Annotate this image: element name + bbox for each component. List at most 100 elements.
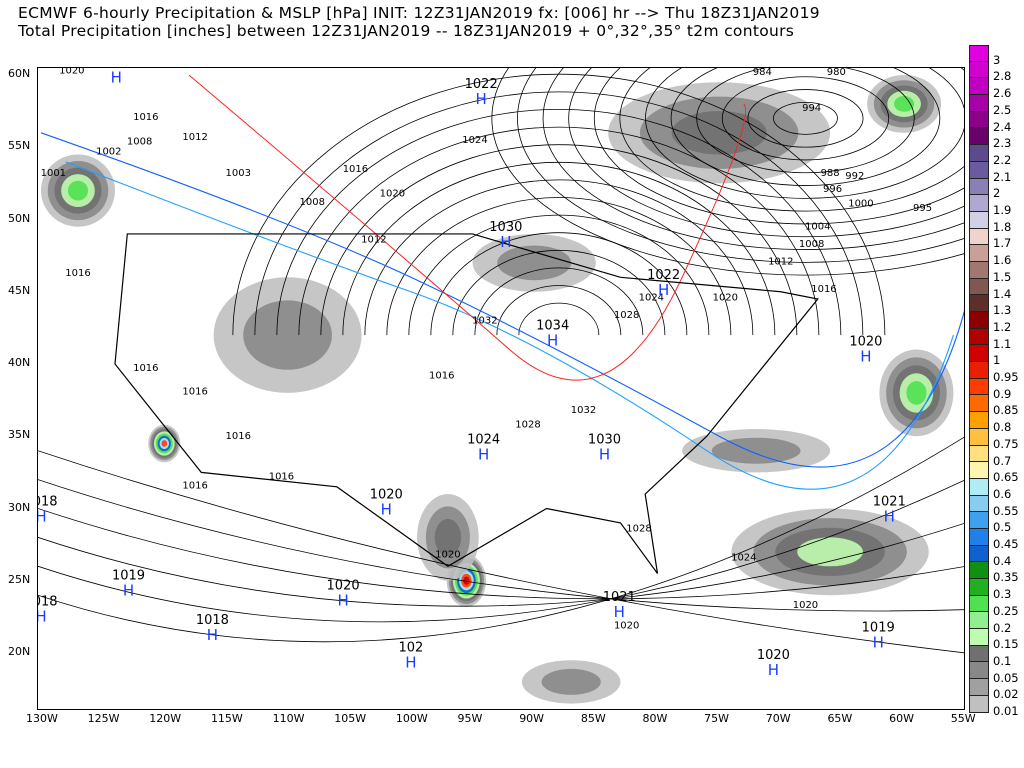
lon-tick-label: 105W (334, 712, 367, 725)
lat-tick-label: 60N (8, 67, 31, 80)
isobar-label: 1024 (462, 135, 487, 146)
colorbar-swatch (969, 195, 989, 212)
high-pressure-marker: H (38, 508, 47, 526)
high-pressure-value: 1023 (100, 68, 133, 70)
isobar-line (670, 68, 941, 186)
isobar-label: 1020 (435, 550, 460, 561)
colorbar-swatch (969, 495, 989, 513)
high-pressure-marker: H (381, 501, 392, 519)
isobar-label: 1008 (300, 197, 325, 208)
colorbar-label: 1.9 (993, 203, 1012, 217)
colorbar-swatch (969, 362, 989, 379)
colorbar-swatch (969, 161, 989, 179)
lon-tick-label: 125W (87, 712, 120, 725)
colorbar-swatch (969, 95, 989, 112)
high-pressure-value: 1019 (112, 568, 145, 583)
colorbar-swatch (969, 295, 989, 312)
map-title-line2: Total Precipitation [inches] between 12Z… (18, 22, 795, 40)
lon-tick-label: 55W (950, 712, 976, 725)
isobar-label: 1012 (182, 132, 207, 143)
precip-area (497, 245, 572, 281)
colorbar-label: 0.75 (993, 436, 1019, 451)
isobar-line (645, 68, 964, 199)
colorbar-swatch (969, 462, 989, 479)
isobar-line (364, 179, 754, 336)
high-pressure-marker: H (547, 331, 558, 349)
lon-tick-label: 100W (395, 712, 428, 725)
colorbar-label: 0.02 (993, 687, 1019, 702)
isobar-label: 1020 (614, 620, 639, 631)
isobar-label: 1016 (65, 268, 90, 279)
colorbar-label: 0.35 (993, 570, 1019, 585)
colorbar-swatch (969, 412, 989, 429)
isobar-line (320, 144, 798, 336)
colorbar-swatch (969, 645, 989, 663)
isobar-label: 1024 (639, 292, 664, 303)
isobar-line (593, 68, 964, 225)
high-pressure-marker: H (123, 581, 134, 599)
precip-area (67, 180, 89, 201)
colorbar-label: 2 (993, 186, 1001, 201)
colorbar-label: 0.7 (993, 453, 1012, 468)
colorbar-swatch (969, 579, 989, 596)
isobar-line (38, 523, 964, 607)
precip-area (541, 668, 601, 695)
colorbar-swatch (969, 662, 989, 680)
lat-tick-label: 35N (8, 428, 31, 442)
colorbar-swatch (969, 562, 989, 579)
high-pressure-marker: H (658, 281, 669, 299)
colorbar-label: 1.3 (993, 303, 1012, 318)
high-pressure-value: 1020 (849, 334, 882, 349)
colorbar-label: 0.6 (993, 486, 1012, 501)
isobar-line (747, 89, 864, 148)
lon-tick-label: 80W (642, 712, 668, 725)
isobar-line (38, 450, 964, 654)
colorbar-swatch (969, 595, 989, 613)
us-border (114, 233, 819, 574)
isobar-line (491, 68, 964, 276)
colorbar-label: 0.01 (993, 704, 1019, 718)
colorbar-label: 1.2 (993, 319, 1012, 334)
lon-tick-label: 90W (519, 712, 545, 725)
colorbar-label: 1.7 (993, 236, 1012, 251)
isobar-line (452, 249, 666, 336)
high-pressure-marker: H (873, 633, 884, 651)
colorbar-swatch (969, 61, 989, 79)
colorbar-swatch (969, 328, 989, 346)
isobar-line (38, 508, 964, 600)
colorbar-swatch (969, 395, 989, 413)
isobar-line (254, 91, 864, 336)
colorbar-swatch (969, 478, 989, 496)
high-pressure-value: 1022 (647, 268, 680, 283)
high-pressure-marker: H (860, 347, 871, 365)
colorbar-label: 2.8 (993, 69, 1012, 84)
lat-tick-label: 45N (8, 283, 31, 297)
colorbar-swatch (969, 145, 989, 162)
colorbar-label: 1.6 (993, 253, 1012, 268)
isobar-label: 1032 (472, 316, 497, 327)
high-pressure-marker: H (768, 661, 779, 679)
isobar-label: 992 (845, 171, 864, 182)
isobar-label: 1020 (793, 600, 818, 611)
isobar-label: 1012 (361, 235, 386, 246)
precip-area (797, 537, 863, 567)
isobar-label: 1008 (799, 239, 824, 250)
precip-area (906, 381, 927, 405)
isobar-line (542, 68, 964, 250)
precip-colorbar (969, 45, 989, 713)
isobar-label: 1012 (768, 256, 793, 267)
lon-tick-label: 110W (272, 712, 305, 725)
lon-tick-label: 115W (210, 712, 243, 725)
lon-tick-label: 120W (149, 712, 182, 725)
colorbar-swatch (969, 111, 989, 129)
colorbar-swatch (969, 211, 989, 229)
high-pressure-value: 1018 (196, 613, 229, 628)
colorbar-label: 0.45 (993, 537, 1019, 551)
colorbar-swatch (969, 629, 989, 646)
colorbar-swatch (969, 228, 989, 246)
isobar-label: 1016 (269, 472, 294, 483)
colorbar-swatch (969, 695, 989, 713)
t2m-32-contour (40, 132, 964, 468)
isobar-label: 1008 (127, 136, 152, 147)
lon-tick-label: 130W (26, 712, 58, 725)
